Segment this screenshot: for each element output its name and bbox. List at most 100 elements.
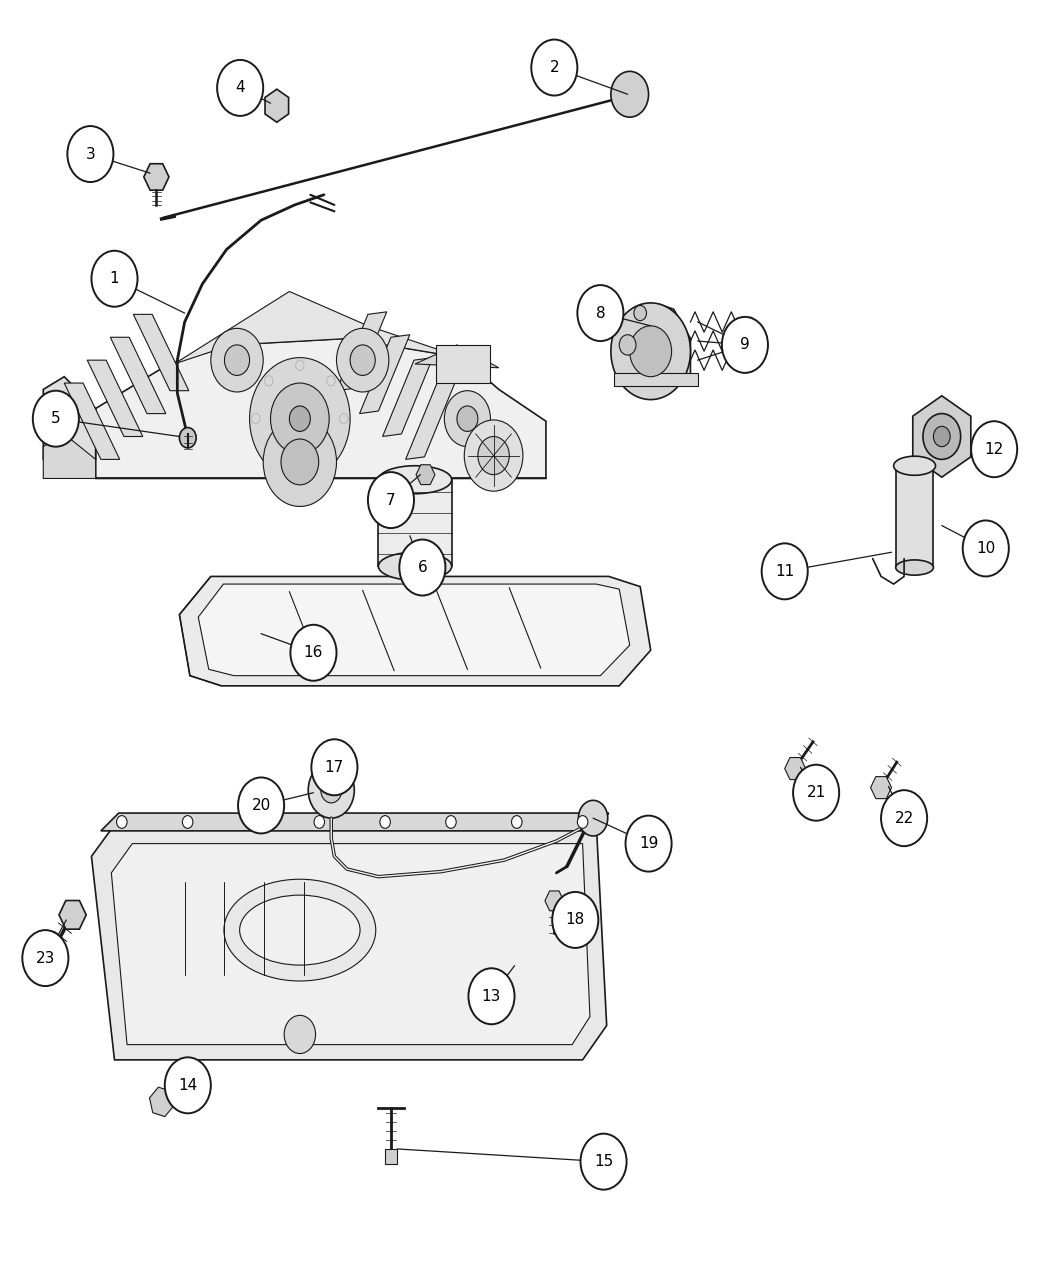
Circle shape <box>457 405 478 431</box>
Circle shape <box>290 405 311 431</box>
Circle shape <box>578 286 624 342</box>
Circle shape <box>445 816 456 829</box>
Circle shape <box>250 357 350 479</box>
Polygon shape <box>133 315 189 390</box>
Circle shape <box>291 625 336 681</box>
Circle shape <box>611 303 691 399</box>
Text: 20: 20 <box>252 798 271 813</box>
Circle shape <box>350 346 375 375</box>
Bar <box>614 372 698 385</box>
Circle shape <box>531 40 578 96</box>
Circle shape <box>746 317 754 328</box>
Ellipse shape <box>378 465 452 493</box>
Circle shape <box>312 740 357 796</box>
Polygon shape <box>43 376 96 459</box>
Circle shape <box>281 439 319 484</box>
Ellipse shape <box>378 552 452 580</box>
Ellipse shape <box>894 456 936 476</box>
Circle shape <box>881 790 927 847</box>
Circle shape <box>217 60 264 116</box>
Text: 17: 17 <box>324 760 344 775</box>
Circle shape <box>963 520 1009 576</box>
Circle shape <box>314 816 324 829</box>
Polygon shape <box>96 339 546 478</box>
Circle shape <box>264 417 336 506</box>
Circle shape <box>91 251 138 307</box>
Circle shape <box>478 436 509 474</box>
Circle shape <box>620 335 636 354</box>
Circle shape <box>328 785 335 796</box>
Text: 9: 9 <box>740 338 750 352</box>
Polygon shape <box>91 822 607 1060</box>
Circle shape <box>336 329 388 391</box>
Circle shape <box>511 816 522 829</box>
Circle shape <box>971 421 1017 477</box>
Bar <box>896 465 933 567</box>
Polygon shape <box>382 357 433 436</box>
Bar <box>378 479 452 566</box>
Ellipse shape <box>896 560 933 575</box>
Circle shape <box>285 1015 316 1053</box>
Text: 10: 10 <box>976 541 995 556</box>
Circle shape <box>581 1133 627 1190</box>
Circle shape <box>248 816 258 829</box>
Circle shape <box>923 413 961 459</box>
Polygon shape <box>336 312 386 390</box>
Circle shape <box>630 326 672 376</box>
Circle shape <box>578 816 588 829</box>
Text: 22: 22 <box>895 811 914 826</box>
Circle shape <box>399 539 445 595</box>
Circle shape <box>211 329 264 391</box>
Circle shape <box>933 426 950 446</box>
Polygon shape <box>174 292 462 363</box>
Circle shape <box>746 337 754 346</box>
Circle shape <box>225 346 250 375</box>
Circle shape <box>761 543 807 599</box>
Text: 8: 8 <box>595 306 605 320</box>
Circle shape <box>180 427 196 448</box>
Text: 16: 16 <box>303 645 323 660</box>
Ellipse shape <box>239 895 360 965</box>
Text: 21: 21 <box>806 785 825 801</box>
Polygon shape <box>87 360 143 436</box>
Text: 2: 2 <box>549 60 560 75</box>
Circle shape <box>309 762 354 819</box>
Circle shape <box>67 126 113 182</box>
Circle shape <box>271 382 329 454</box>
Circle shape <box>579 801 608 836</box>
Text: 11: 11 <box>775 564 795 579</box>
Text: 23: 23 <box>36 951 55 965</box>
Circle shape <box>22 929 68 986</box>
Circle shape <box>368 472 414 528</box>
Polygon shape <box>622 305 691 376</box>
Polygon shape <box>101 813 609 831</box>
Circle shape <box>793 765 839 821</box>
Circle shape <box>626 816 672 872</box>
Circle shape <box>117 816 127 829</box>
Text: 7: 7 <box>386 492 396 507</box>
Circle shape <box>33 390 79 446</box>
Circle shape <box>611 71 649 117</box>
Text: 12: 12 <box>985 441 1004 456</box>
Ellipse shape <box>224 880 376 980</box>
Text: 5: 5 <box>51 411 61 426</box>
Polygon shape <box>198 584 630 676</box>
Circle shape <box>238 778 285 834</box>
Circle shape <box>722 317 768 372</box>
Text: 6: 6 <box>418 560 427 575</box>
Polygon shape <box>110 338 166 413</box>
Circle shape <box>183 816 193 829</box>
Text: 4: 4 <box>235 80 245 96</box>
Circle shape <box>165 1057 211 1113</box>
Polygon shape <box>64 382 120 459</box>
Circle shape <box>468 968 514 1024</box>
Text: 19: 19 <box>638 836 658 852</box>
Text: 1: 1 <box>109 272 120 286</box>
Polygon shape <box>43 434 96 478</box>
Circle shape <box>634 306 647 321</box>
Circle shape <box>464 419 523 491</box>
Bar <box>436 346 490 382</box>
Text: 3: 3 <box>85 147 96 162</box>
Circle shape <box>444 390 490 446</box>
Polygon shape <box>415 346 499 367</box>
